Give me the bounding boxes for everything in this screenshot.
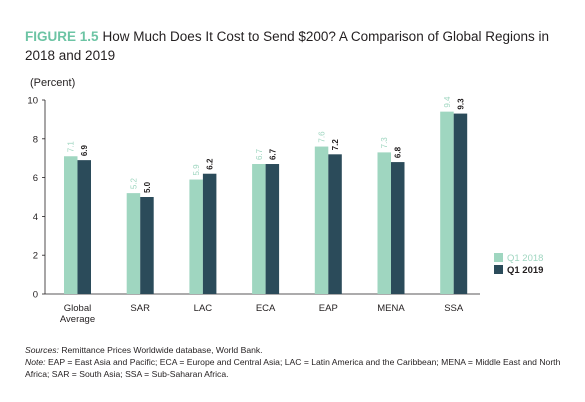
data-label: 5.9: [192, 164, 201, 176]
data-label: 9.4: [443, 96, 452, 108]
x-tick-label: ECA: [256, 303, 276, 314]
note-label: Note:: [25, 357, 46, 367]
sources-text: Remittance Prices Worldwide database, Wo…: [61, 345, 263, 355]
x-tick-label: Global: [64, 303, 91, 314]
bar: [252, 164, 266, 294]
x-tick-label: MENA: [377, 303, 405, 314]
legend-label: Q1 2018: [507, 253, 543, 264]
bar: [126, 193, 141, 294]
figure-notes: Sources: Remittance Prices Worldwide dat…: [25, 344, 565, 380]
bar: [453, 113, 468, 294]
data-label: 9.3: [456, 98, 465, 110]
bar: [314, 146, 329, 294]
y-tick-label: 8: [33, 134, 38, 145]
data-label: 6.2: [206, 158, 215, 170]
y-tick-label: 10: [27, 96, 38, 107]
sources-line: Sources: Remittance Prices Worldwide dat…: [25, 344, 565, 356]
data-label: 5.2: [129, 177, 138, 189]
figure-label: FIGURE 1.5: [25, 29, 99, 44]
note-line: Note: EAP = East Asia and Pacific; ECA =…: [25, 356, 565, 380]
y-tick-label: 4: [33, 212, 38, 223]
x-tick-label: LAC: [194, 303, 213, 314]
data-label: 6.7: [255, 148, 264, 160]
bar: [140, 197, 154, 294]
x-tick-label: SAR: [130, 303, 150, 314]
bar: [64, 156, 78, 294]
figure-title-text: How Much Does It Cost to Send $200? A Co…: [25, 29, 550, 63]
data-label: 6.7: [268, 148, 277, 160]
bar: [391, 162, 405, 294]
data-label: 7.2: [331, 139, 340, 151]
x-tick-label: SSA: [444, 303, 464, 314]
data-label: 7.6: [318, 131, 327, 143]
legend-label: Q1 2019: [507, 265, 543, 276]
note-text: EAP = East Asia and Pacific; ECA = Europ…: [25, 357, 561, 379]
bar: [202, 173, 217, 294]
y-tick-label: 0: [33, 290, 38, 301]
data-label: 7.3: [380, 137, 389, 149]
bar: [377, 152, 391, 294]
bar: [77, 160, 91, 294]
y-tick-label: 2: [33, 251, 38, 262]
x-tick-label: Average: [60, 314, 95, 325]
bar: [265, 164, 280, 294]
y-tick-label: 6: [33, 173, 38, 184]
figure-title: FIGURE 1.5 How Much Does It Cost to Send …: [25, 27, 565, 65]
x-tick-label: EAP: [319, 303, 338, 314]
sources-label: Sources:: [25, 345, 59, 355]
y-axis-label: (Percent): [30, 77, 76, 89]
legend-swatch: [494, 265, 503, 274]
bar: [189, 179, 203, 294]
bar: [328, 154, 342, 294]
data-label: 6.8: [394, 146, 403, 158]
data-label: 5.0: [143, 181, 152, 193]
data-label: 6.9: [80, 144, 89, 156]
data-label: 7.1: [67, 141, 76, 153]
legend-swatch: [494, 253, 503, 262]
bar: [440, 111, 454, 294]
